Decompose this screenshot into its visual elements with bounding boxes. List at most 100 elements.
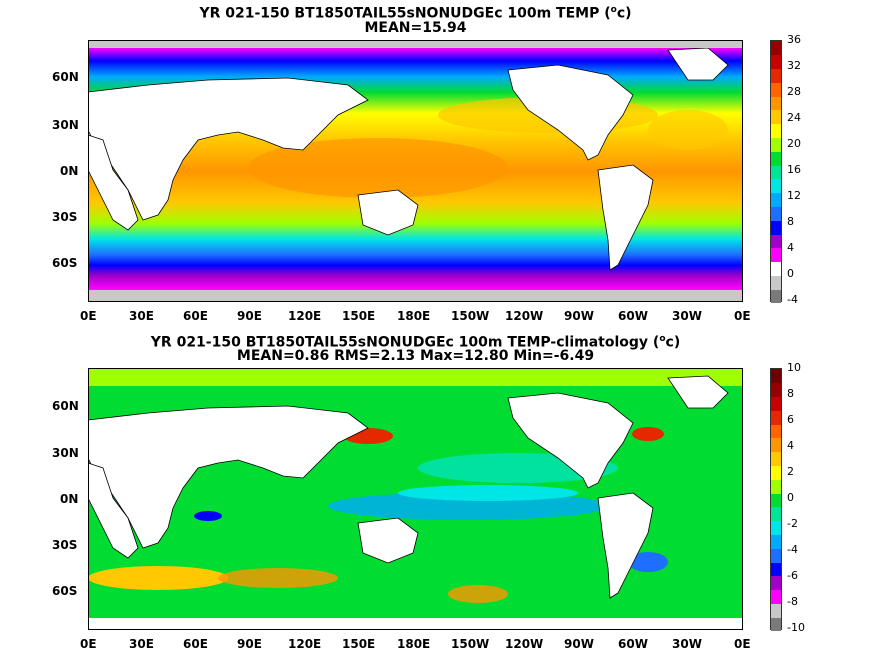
panel1-lon-label: 120W (505, 309, 544, 323)
colorbar-swatch (771, 410, 781, 425)
colorbar-swatch (771, 192, 781, 207)
colorbar-swatch (771, 96, 781, 111)
colorbar-swatch (771, 178, 781, 194)
colorbar-swatch (771, 603, 781, 618)
colorbar-swatch (771, 424, 781, 439)
panel1-australia (357, 189, 419, 236)
panel2-north-america (507, 392, 634, 489)
panel2-south-atlantic-cold (628, 552, 668, 572)
panel1-title-superscript: o (610, 5, 617, 15)
panel1-lat-0n: 0N (60, 164, 79, 178)
colorbar-swatch (771, 451, 781, 467)
panel2-lon-label: 60W (618, 637, 648, 651)
colorbar-swatch (771, 68, 781, 83)
colorbar-tick-label: 20 (787, 137, 801, 150)
panel2-lon-label: 90E (237, 637, 262, 651)
colorbar-swatch (771, 562, 781, 577)
panel2-frame (88, 368, 743, 630)
panel1-lat-30n: 30N (52, 118, 79, 132)
panel1-lat-60s: 60S (52, 256, 78, 270)
colorbar-tick-label: 0 (787, 267, 794, 280)
colorbar-swatch (771, 589, 781, 604)
colorbar-tick-label: 10 (787, 361, 801, 374)
colorbar-swatch (771, 54, 781, 70)
panel1-lon-label: 90E (237, 309, 262, 323)
panel2-title-text: YR 021-150 BT1850TAIL55sNONUDGEc 100m TE… (150, 334, 660, 351)
colorbar-swatch (771, 575, 781, 591)
panel2-lon-label: 0E (80, 637, 97, 651)
colorbar-tick-label: -4 (787, 293, 798, 306)
panel1-frame (88, 40, 743, 302)
panel2-subtitle: MEAN=0.86 RMS=2.13 Max=12.80 Min=-6.49 (236, 348, 595, 364)
colorbar-swatch (771, 206, 781, 221)
panel1-north-atlantic-warm (648, 110, 728, 150)
colorbar-tick-label: 0 (787, 491, 794, 504)
colorbar-swatch (771, 382, 781, 398)
colorbar-tick-label: 12 (787, 189, 801, 202)
panel2-lon-label: 150E (342, 637, 376, 651)
colorbar-tick-label: 24 (787, 111, 801, 124)
colorbar-tick-label: 8 (787, 387, 794, 400)
colorbar-swatch (771, 247, 781, 263)
colorbar-tick-label: 8 (787, 215, 794, 228)
panel1-title-text: YR 021-150 BT1850TAIL55sNONUDGEc 100m TE… (199, 5, 611, 22)
panel1-lat-60n: 60N (52, 70, 79, 84)
panel2-lon-label: 120E (288, 637, 322, 651)
panel1-lon-label: 60E (183, 309, 208, 323)
panel2-title-end: c) (665, 334, 681, 351)
colorbar-swatch (771, 520, 781, 535)
panel2-arctic-band (88, 368, 743, 386)
panel2-australia (357, 517, 419, 564)
panel2-lon-label: 0E (734, 637, 751, 651)
panel1-subtitle: MEAN=15.94 (364, 20, 467, 36)
panel2-lat-30n: 30N (52, 446, 79, 460)
panel2-lat-60n: 60N (52, 399, 79, 413)
panel2-africa-west (88, 462, 139, 559)
colorbar-swatch (771, 82, 781, 97)
panel1-map (88, 40, 743, 302)
panel1-warm-pool (248, 138, 508, 198)
panel2-gulfstream-warm (632, 427, 664, 441)
panel1-lon-label: 0E (734, 309, 751, 323)
colorbar-swatch (771, 151, 781, 166)
colorbar-tick-label: 28 (787, 85, 801, 98)
panel2-lon-label: 30W (672, 637, 702, 651)
colorbar-tick-label: 36 (787, 33, 801, 46)
panel2-southern-warm-3 (448, 585, 508, 603)
colorbar-swatch (771, 289, 781, 304)
colorbar-swatch (771, 109, 781, 125)
colorbar-tick-label: 4 (787, 241, 794, 254)
panel2-lat-60s: 60S (52, 584, 78, 598)
panel2-lon-label: 120W (505, 637, 544, 651)
panel1-lon-label: 180E (397, 309, 431, 323)
colorbar-swatch (771, 396, 781, 411)
panel2-colorbar (770, 368, 782, 632)
panel2-map (88, 368, 743, 630)
panel1-antarctica (88, 290, 743, 302)
panel2-lat-0n: 0N (60, 492, 79, 506)
panel2-greenland (667, 375, 729, 409)
panel2-lon-label: 60E (183, 637, 208, 651)
colorbar-swatch (771, 41, 781, 56)
colorbar-tick-label: 2 (787, 465, 794, 478)
panel1-south-america (597, 164, 654, 271)
colorbar-swatch (771, 234, 781, 249)
colorbar-swatch (771, 479, 781, 494)
panel1-lon-label: 0E (80, 309, 97, 323)
colorbar-tick-label: -8 (787, 595, 798, 608)
colorbar-swatch (771, 493, 781, 508)
colorbar-swatch (771, 369, 781, 384)
colorbar-tick-label: -4 (787, 543, 798, 556)
colorbar-tick-label: 6 (787, 413, 794, 426)
panel1-title-end: c) (616, 5, 632, 22)
colorbar-swatch (771, 534, 781, 549)
panel1-arctic (88, 40, 743, 48)
panel1-lat-30s: 30S (52, 210, 78, 224)
panel2-lon-label: 90W (564, 637, 594, 651)
colorbar-tick-label: 4 (787, 439, 794, 452)
colorbar-swatch (771, 220, 781, 235)
colorbar-tick-label: 16 (787, 163, 801, 176)
panel2-antarctica (88, 618, 743, 630)
colorbar-tick-label: -2 (787, 517, 798, 530)
